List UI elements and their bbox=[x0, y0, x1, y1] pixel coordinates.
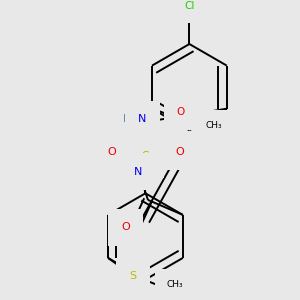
Text: H: H bbox=[123, 115, 131, 124]
Text: O: O bbox=[107, 147, 116, 157]
Text: O: O bbox=[121, 222, 130, 232]
Text: S: S bbox=[141, 150, 149, 163]
Text: O: O bbox=[176, 107, 184, 117]
Text: O: O bbox=[175, 147, 184, 157]
Text: N: N bbox=[138, 115, 146, 124]
Text: S: S bbox=[129, 271, 137, 281]
Text: CH₃: CH₃ bbox=[205, 121, 222, 130]
Text: CH₃: CH₃ bbox=[166, 280, 183, 289]
Text: Cl: Cl bbox=[184, 1, 195, 11]
Text: N: N bbox=[134, 167, 142, 177]
